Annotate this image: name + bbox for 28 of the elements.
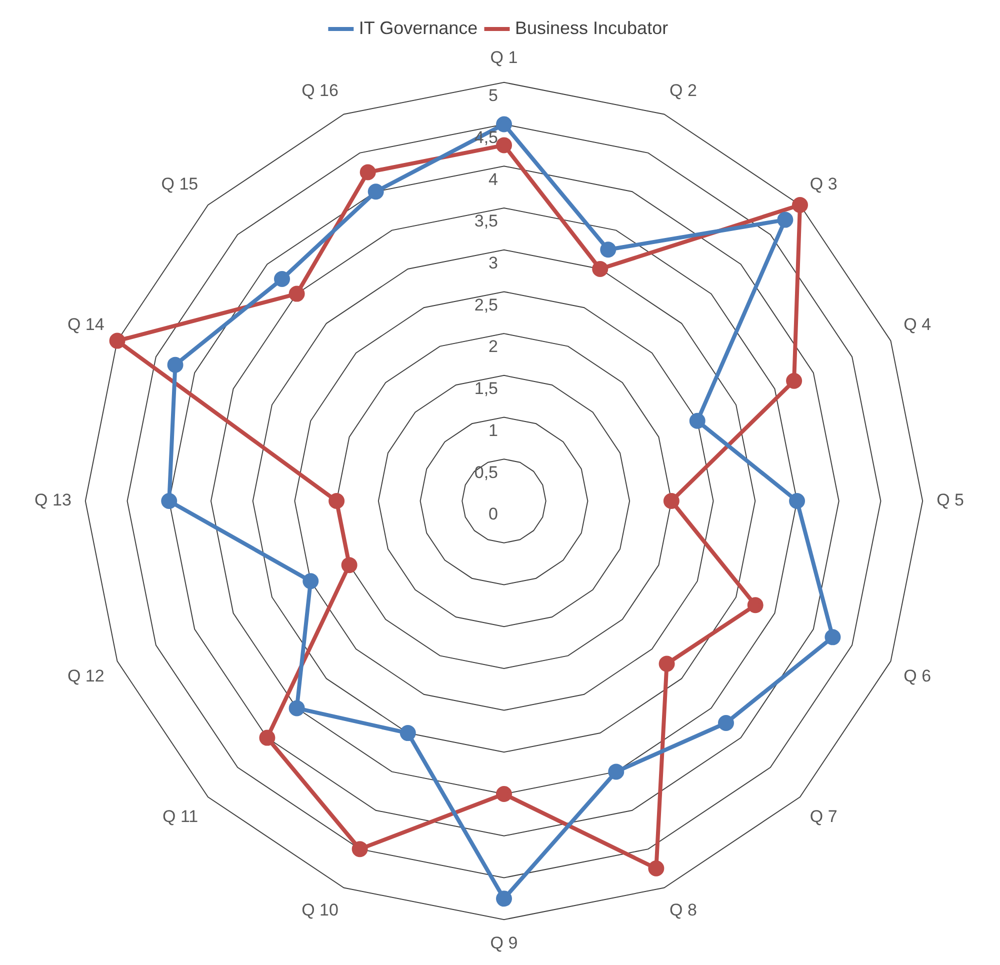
y-tick-label: 0 bbox=[488, 504, 498, 524]
y-tick-label: 3 bbox=[488, 254, 498, 273]
y-tick-label: 1,5 bbox=[474, 379, 498, 398]
spoke-label: Q 9 bbox=[490, 933, 518, 952]
y-tick-label: 2 bbox=[488, 337, 498, 356]
y-tick-label: 5 bbox=[488, 86, 498, 106]
spoke-label: Q 5 bbox=[936, 490, 964, 510]
spoke-label: Q 8 bbox=[670, 900, 697, 920]
spoke-label: Q 13 bbox=[34, 490, 72, 510]
spoke-label: Q 11 bbox=[162, 806, 198, 826]
spoke-label: Q 1 bbox=[490, 48, 518, 67]
legend-label: IT Governance bbox=[358, 18, 478, 38]
y-tick-label: 0,5 bbox=[474, 462, 498, 482]
spoke-label: Q 6 bbox=[904, 666, 932, 686]
y-tick-label: 3,5 bbox=[474, 212, 498, 231]
spoke-label: Q 12 bbox=[67, 666, 104, 686]
y-tick-label: 4 bbox=[488, 170, 498, 189]
legend-label: Business Incubator bbox=[514, 18, 668, 38]
spoke-label: Q 4 bbox=[904, 314, 932, 334]
spoke-label: Q 16 bbox=[302, 80, 338, 100]
spoke-label: Q 14 bbox=[67, 314, 104, 334]
y-tick-label: 2,5 bbox=[474, 295, 498, 314]
y-tick-label: 1 bbox=[488, 420, 498, 440]
spoke-label: Q 7 bbox=[810, 806, 838, 826]
spoke-label: Q 2 bbox=[670, 80, 697, 100]
spoke-label: Q 15 bbox=[161, 174, 198, 194]
spoke-label: Q 10 bbox=[302, 900, 338, 920]
spoke-label: Q 3 bbox=[810, 174, 838, 194]
